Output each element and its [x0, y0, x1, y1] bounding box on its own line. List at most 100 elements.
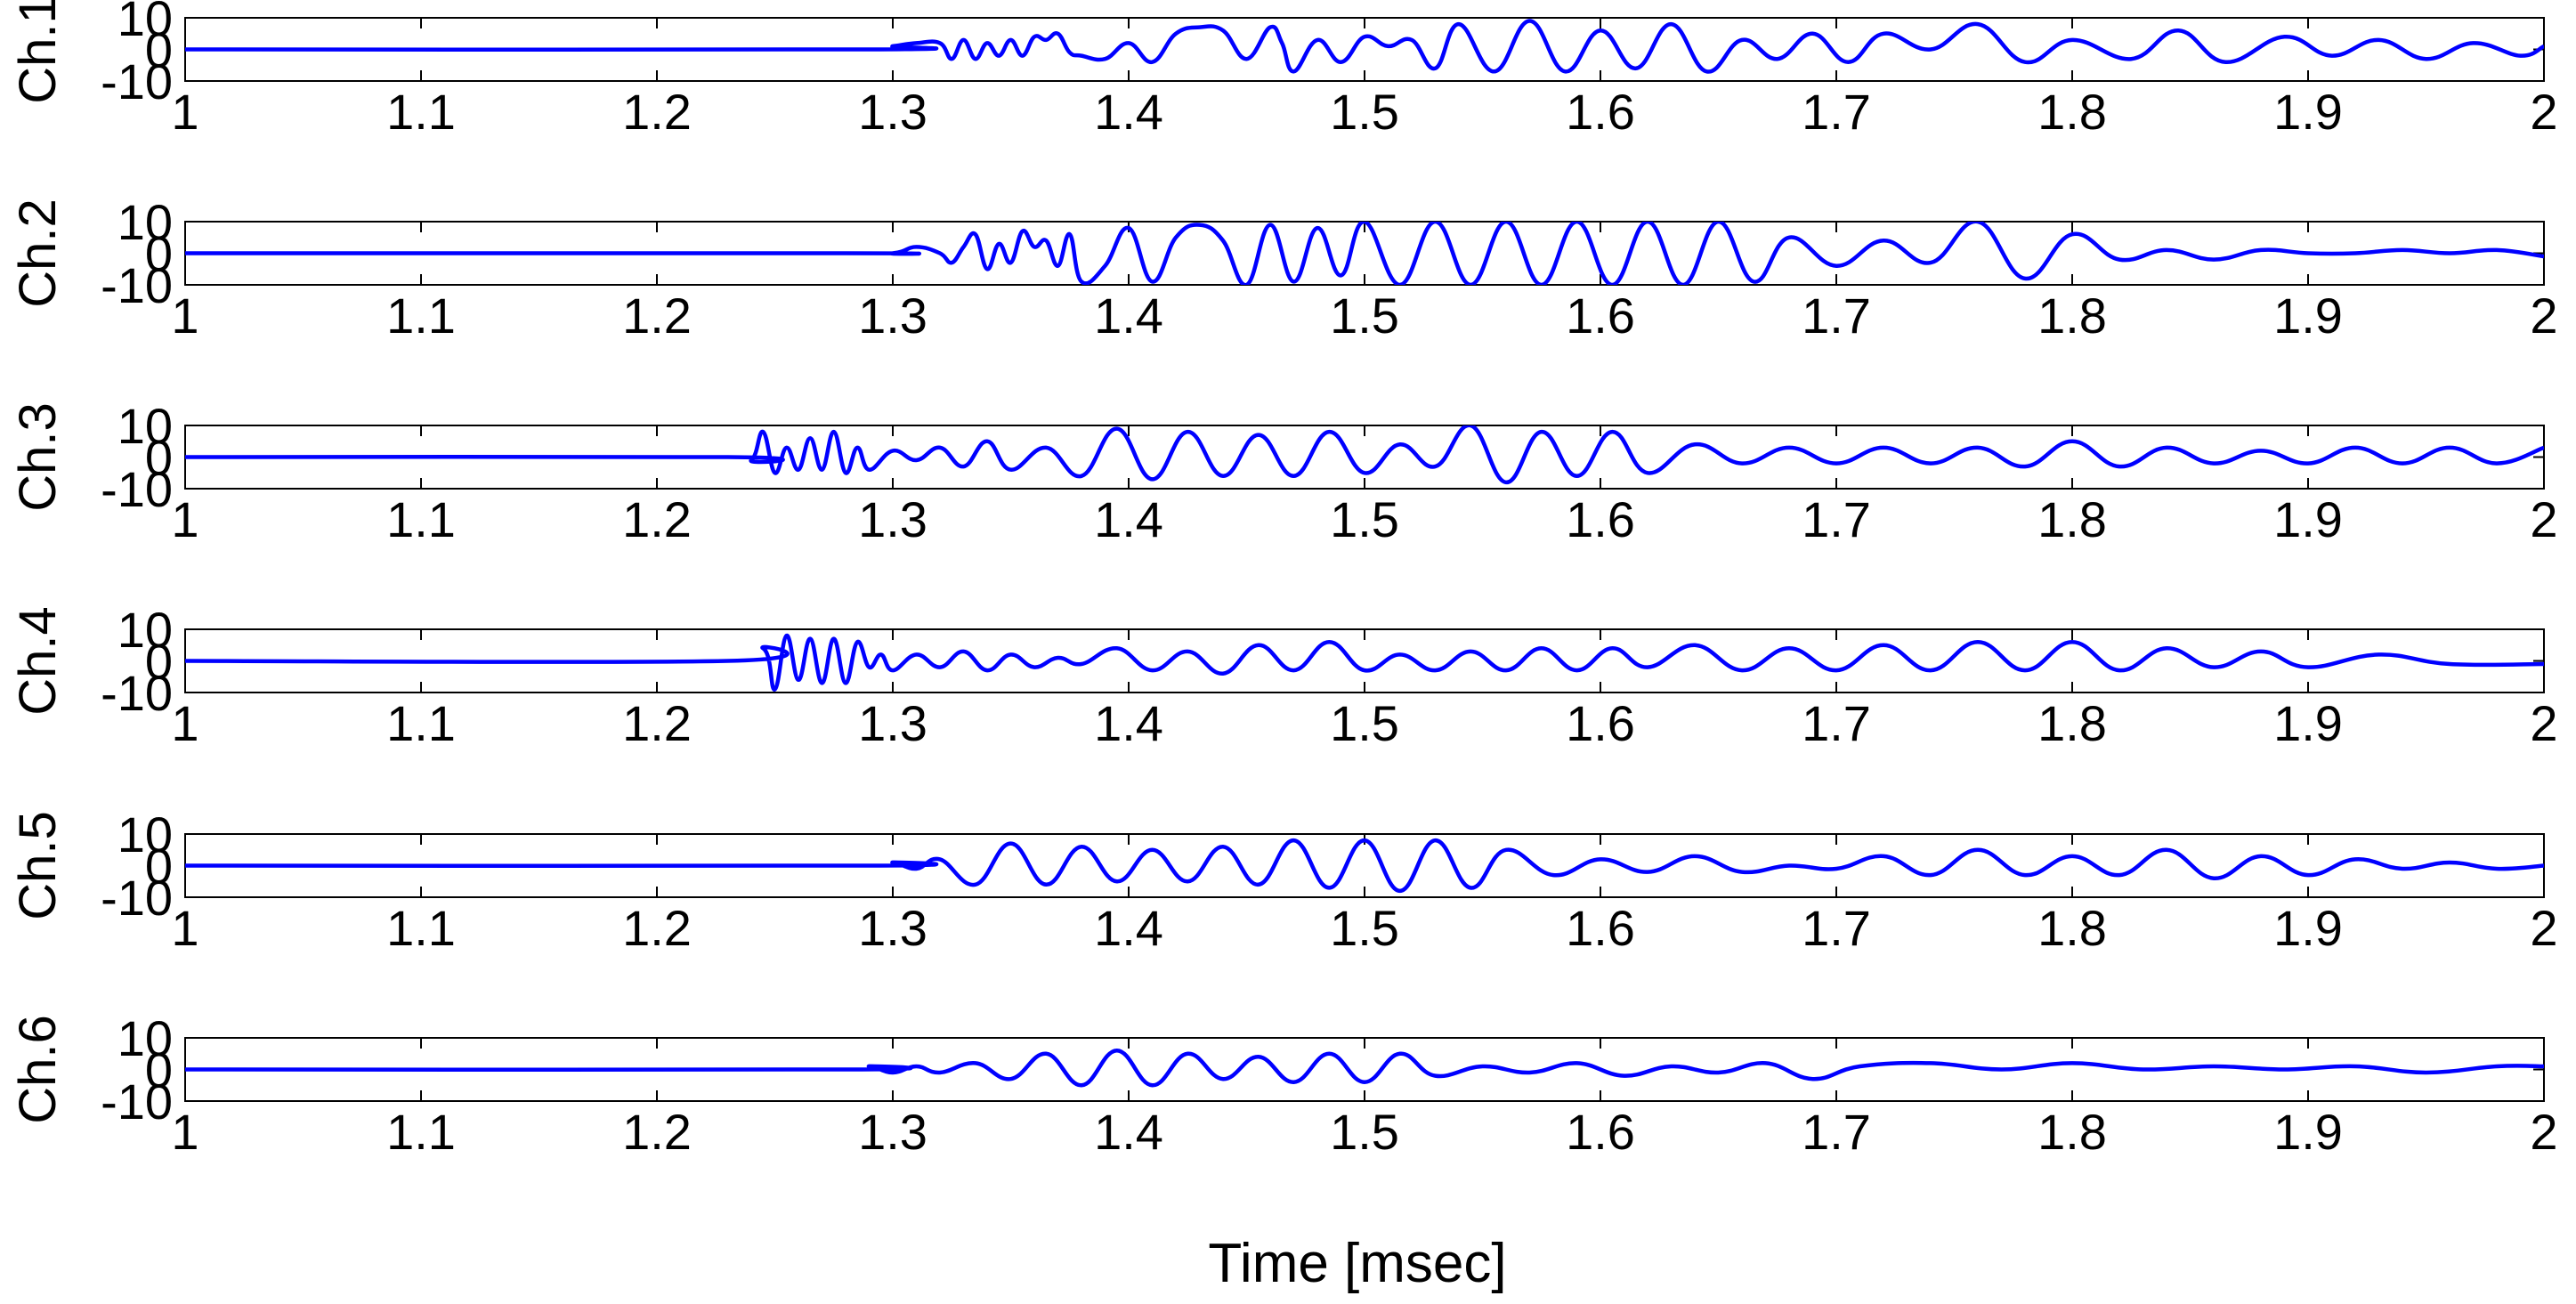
y-tick-label: 10 — [117, 1010, 173, 1066]
x-tick-label: 1.6 — [1566, 288, 1635, 344]
x-tick-label: 1.9 — [2273, 1104, 2343, 1160]
x-tick-label: 1.2 — [622, 491, 692, 547]
y-tick-label: -10 — [101, 257, 173, 313]
x-tick-label: 1.3 — [858, 900, 928, 956]
y-axis-label: Ch.1 — [9, 0, 67, 104]
x-tick-label: 2 — [2530, 695, 2557, 751]
y-axis-label: Ch.4 — [9, 606, 67, 716]
x-tick-label: 1.1 — [386, 1104, 456, 1160]
y-tick-label: -10 — [101, 53, 173, 109]
x-tick-label: 1.2 — [622, 288, 692, 344]
waveform-line — [185, 425, 2544, 485]
x-tick-label: 1.3 — [858, 491, 928, 547]
y-tick-label: 10 — [117, 194, 173, 250]
y-tick-label: -10 — [101, 870, 173, 926]
x-tick-label: 1.5 — [1330, 288, 1399, 344]
y-tick-label: -10 — [101, 1073, 173, 1130]
x-tick-label: 1.2 — [622, 900, 692, 956]
x-tick-label: 1.4 — [1094, 491, 1163, 547]
x-tick-label: 1 — [171, 695, 198, 751]
waveform-line — [185, 838, 2544, 894]
x-tick-label: 1.3 — [858, 1104, 928, 1160]
x-tick-label: 1.6 — [1566, 84, 1635, 140]
x-tick-label: 1.7 — [1802, 491, 1871, 547]
x-tick-label: 1.8 — [2037, 1104, 2107, 1160]
y-tick-label: 10 — [117, 806, 173, 863]
x-axis-label: Time [msec] — [1208, 1233, 1506, 1294]
x-tick-label: 1.1 — [386, 288, 456, 344]
x-tick-label: 2 — [2530, 288, 2557, 344]
y-tick-label: 0 — [145, 22, 173, 78]
x-tick-label: 1 — [171, 84, 198, 140]
x-tick-label: 1.1 — [386, 491, 456, 547]
x-tick-label: 1.6 — [1566, 900, 1635, 956]
x-tick-label: 1.5 — [1330, 84, 1399, 140]
x-tick-label: 1.3 — [858, 695, 928, 751]
x-tick-label: 1.9 — [2273, 84, 2343, 140]
x-tick-label: 1.7 — [1802, 288, 1871, 344]
x-tick-label: 1 — [171, 900, 198, 956]
y-tick-label: 10 — [117, 602, 173, 658]
x-tick-label: 1.8 — [2037, 900, 2107, 956]
x-tick-label: 1.4 — [1094, 1104, 1163, 1160]
waveform-line — [185, 19, 2544, 74]
x-tick-label: 2 — [2530, 84, 2557, 140]
x-tick-label: 1.1 — [386, 900, 456, 956]
x-tick-label: 1.2 — [622, 1104, 692, 1160]
x-tick-label: 1.4 — [1094, 288, 1163, 344]
x-tick-label: 1.6 — [1566, 491, 1635, 547]
x-tick-label: 1.4 — [1094, 695, 1163, 751]
y-axis-label: Ch.3 — [9, 402, 67, 512]
x-tick-label: 1.1 — [386, 695, 456, 751]
x-tick-label: 1.8 — [2037, 695, 2107, 751]
x-tick-label: 1.1 — [386, 84, 456, 140]
x-tick-label: 1 — [171, 1104, 198, 1160]
x-tick-label: 1.6 — [1566, 695, 1635, 751]
x-tick-label: 1.5 — [1330, 491, 1399, 547]
x-tick-label: 2 — [2530, 900, 2557, 956]
x-tick-label: 1.6 — [1566, 1104, 1635, 1160]
x-tick-label: 1.5 — [1330, 1104, 1399, 1160]
x-tick-label: 1.9 — [2273, 900, 2343, 956]
x-tick-label: 1.3 — [858, 288, 928, 344]
x-tick-label: 1.9 — [2273, 288, 2343, 344]
x-tick-label: 1.3 — [858, 84, 928, 140]
x-tick-label: 1.4 — [1094, 84, 1163, 140]
x-tick-label: 1.2 — [622, 695, 692, 751]
y-tick-label: 0 — [145, 430, 173, 486]
y-axis-label: Ch.6 — [9, 1015, 67, 1124]
x-tick-label: 1.7 — [1802, 900, 1871, 956]
y-tick-label: 10 — [117, 398, 173, 454]
x-tick-label: 1 — [171, 288, 198, 344]
x-tick-label: 1.9 — [2273, 491, 2343, 547]
waveform-line — [185, 222, 2544, 285]
x-tick-label: 1.7 — [1802, 695, 1871, 751]
y-tick-label: 0 — [145, 634, 173, 690]
x-tick-label: 1.8 — [2037, 288, 2107, 344]
x-tick-label: 1.9 — [2273, 695, 2343, 751]
x-tick-label: 1.7 — [1802, 84, 1871, 140]
channel-panels: 1 1.1 1.2 1.3 1.4 1.5 1.6 1.7 1.8 1.9 2-10010Ch.11… — [9, 0, 2558, 1160]
x-tick-label: 1.2 — [622, 84, 692, 140]
x-tick-label: 1.4 — [1094, 900, 1163, 956]
x-tick-label: 1.5 — [1330, 900, 1399, 956]
y-tick-label: -10 — [101, 461, 173, 517]
y-tick-label: 0 — [145, 226, 173, 282]
x-tick-label: 1.5 — [1330, 695, 1399, 751]
waveform-line — [185, 1048, 2544, 1088]
y-tick-label: 0 — [145, 1042, 173, 1098]
y-tick-label: -10 — [101, 665, 173, 721]
x-tick-label: 1.7 — [1802, 1104, 1871, 1160]
waveform-line — [185, 633, 2544, 692]
y-axis-label: Ch.2 — [9, 198, 67, 308]
x-tick-label: 1.8 — [2037, 491, 2107, 547]
x-tick-label: 1 — [171, 491, 198, 547]
x-tick-label: 2 — [2530, 1104, 2557, 1160]
